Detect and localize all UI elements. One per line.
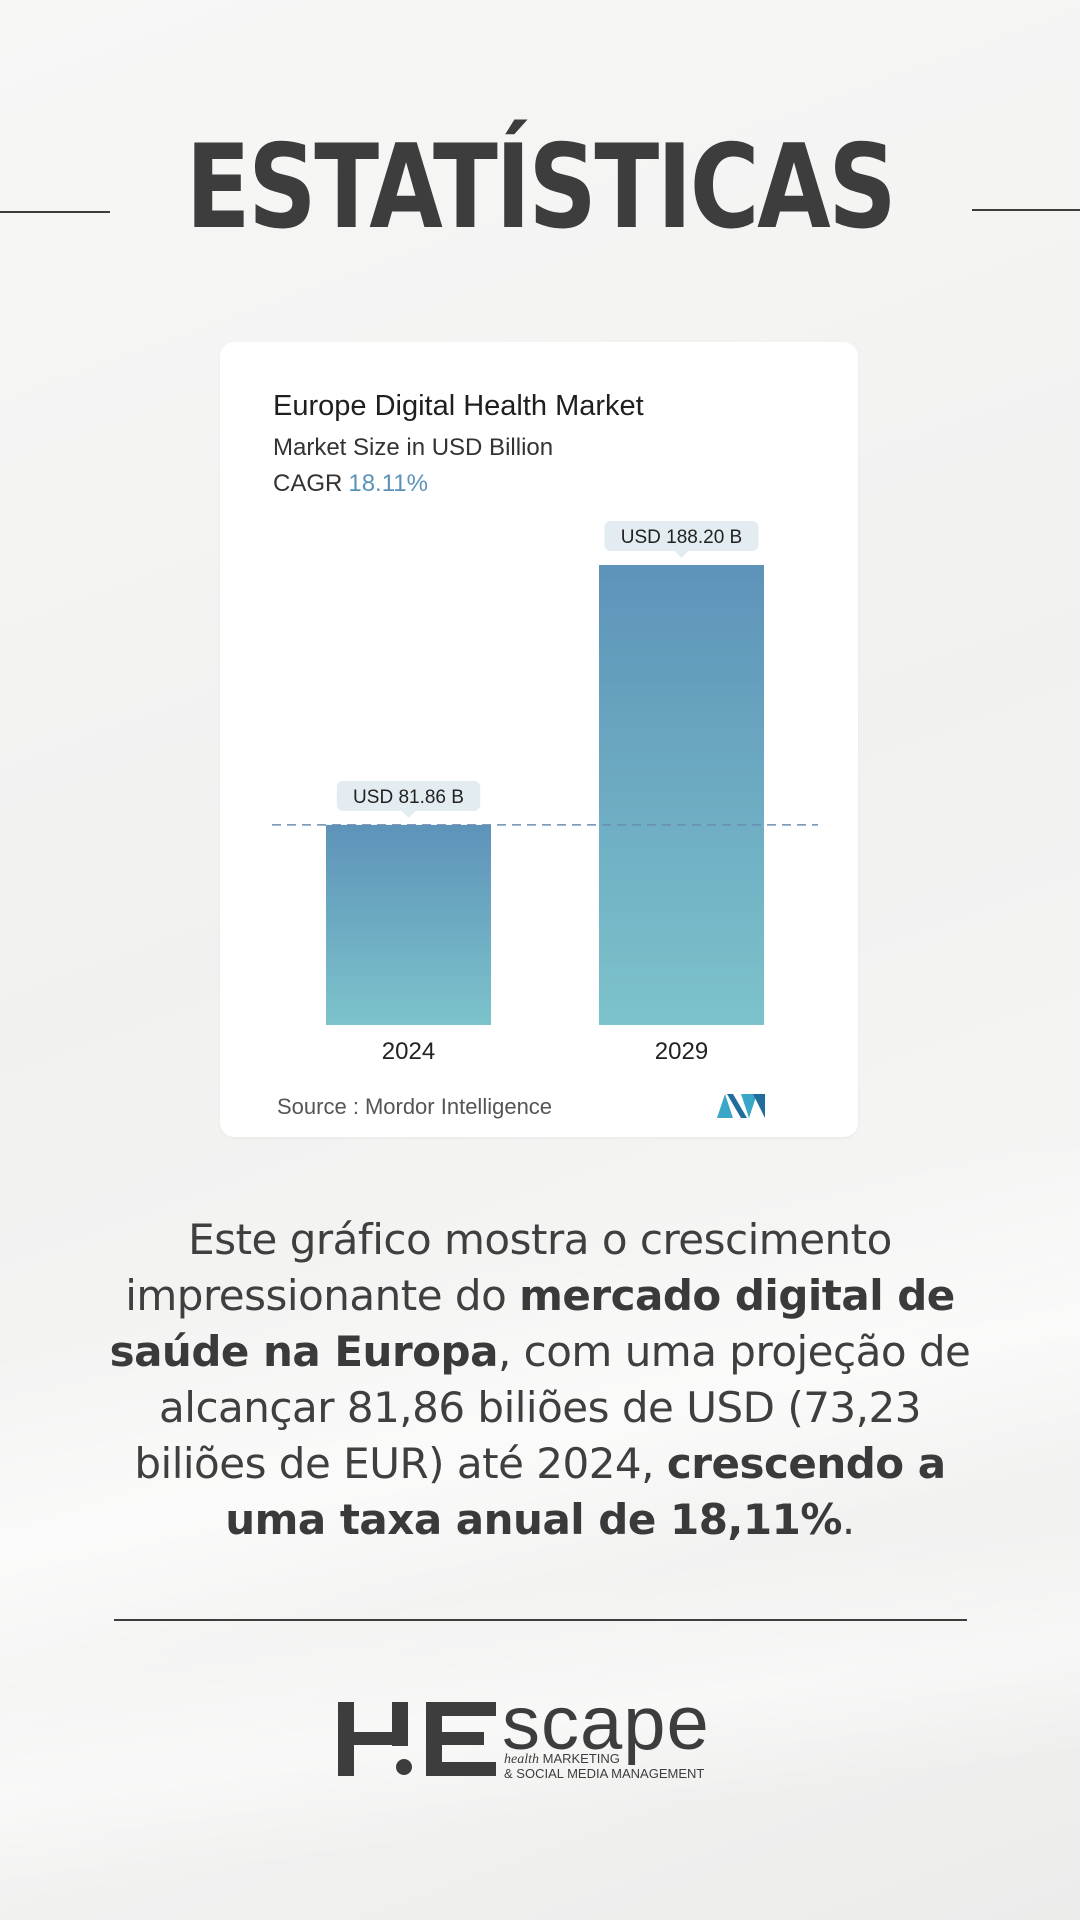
logo-tag-line2: & SOCIAL MEDIA MANAGEMENT xyxy=(504,1766,705,1781)
title-left-line xyxy=(0,211,110,213)
desc-line-2-bold: mercado digital de xyxy=(519,1271,955,1320)
value-label-2024: USD 81.86 B xyxy=(353,787,464,808)
x-tick-label-2029: 2029 xyxy=(655,1038,708,1065)
logo-tag-italic: health xyxy=(504,1752,539,1767)
chart-subtitle: Market Size in USD Billion xyxy=(273,434,554,461)
bar-2024 xyxy=(326,824,491,1025)
desc-line-6-normal: . xyxy=(841,1495,855,1544)
cagr-label: CAGR xyxy=(273,470,343,497)
x-tick-label-2024: 2024 xyxy=(382,1038,435,1065)
source-label: Source : xyxy=(277,1094,359,1119)
desc-line-2-normal: impressionante do xyxy=(125,1271,520,1320)
logo-tagline: health MARKETING & SOCIAL MEDIA MANAGEME… xyxy=(504,1752,704,1781)
desc-line-4: alcançar 81,86 biliões de USD (73,23 xyxy=(159,1383,921,1432)
value-label-2029: USD 188.20 B xyxy=(621,527,742,548)
hescape-logo-mark xyxy=(338,1702,496,1776)
cagr-value: 18.11% xyxy=(348,470,428,497)
value-label-box-2024 xyxy=(336,780,481,811)
chart-title: Europe Digital Health Market xyxy=(273,390,644,422)
desc-line-3-bold: saúde na Europa xyxy=(109,1327,499,1376)
desc-line-5-normal: biliões de EUR) até 2024, xyxy=(134,1439,667,1488)
value-label-pointer-2029 xyxy=(674,551,689,558)
logo-tag-line1: MARKETING xyxy=(539,1751,620,1766)
desc-line-1: Este gráfico mostra o crescimento xyxy=(188,1215,892,1264)
page-title: ESTATÍSTICAS xyxy=(185,120,897,255)
chart-source: Source : Mordor Intelligence xyxy=(277,1094,552,1120)
title-right-line xyxy=(972,209,1080,211)
chart-cagr: CAGR 18.11% xyxy=(273,470,428,498)
logo-wordmark: scape xyxy=(502,1681,710,1766)
bar-chart: USD 81.86 B 2024 USD 188.20 B 2029 xyxy=(272,521,818,1118)
chart-card: Europe Digital Health Market Market Size… xyxy=(220,342,858,1137)
value-label-box-2029 xyxy=(604,521,759,551)
value-label-pointer-2024 xyxy=(401,810,416,818)
section-divider xyxy=(114,1619,967,1621)
desc-line-5-bold: crescendo a xyxy=(666,1439,946,1488)
hescape-logo: scape health MARKETING & SOCIAL MEDIA MA… xyxy=(338,1684,748,1790)
mordor-logo-icon xyxy=(717,1094,765,1118)
desc-line-3-normal: , com uma projeção de xyxy=(497,1327,971,1376)
source-name: Mordor Intelligence xyxy=(364,1094,553,1119)
bar-2029 xyxy=(599,565,764,1025)
desc-line-6-bold: uma taxa anual de 18,11% xyxy=(225,1495,842,1544)
description-text: Este gráfico mostra o crescimento impres… xyxy=(100,1212,980,1548)
